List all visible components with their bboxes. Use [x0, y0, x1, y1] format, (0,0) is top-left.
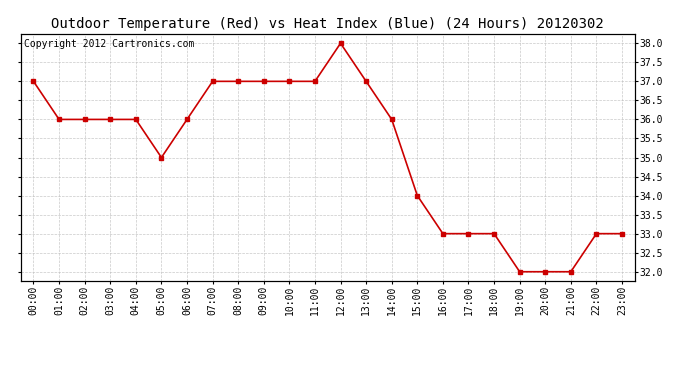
Title: Outdoor Temperature (Red) vs Heat Index (Blue) (24 Hours) 20120302: Outdoor Temperature (Red) vs Heat Index …: [51, 17, 604, 31]
Text: Copyright 2012 Cartronics.com: Copyright 2012 Cartronics.com: [23, 39, 194, 49]
